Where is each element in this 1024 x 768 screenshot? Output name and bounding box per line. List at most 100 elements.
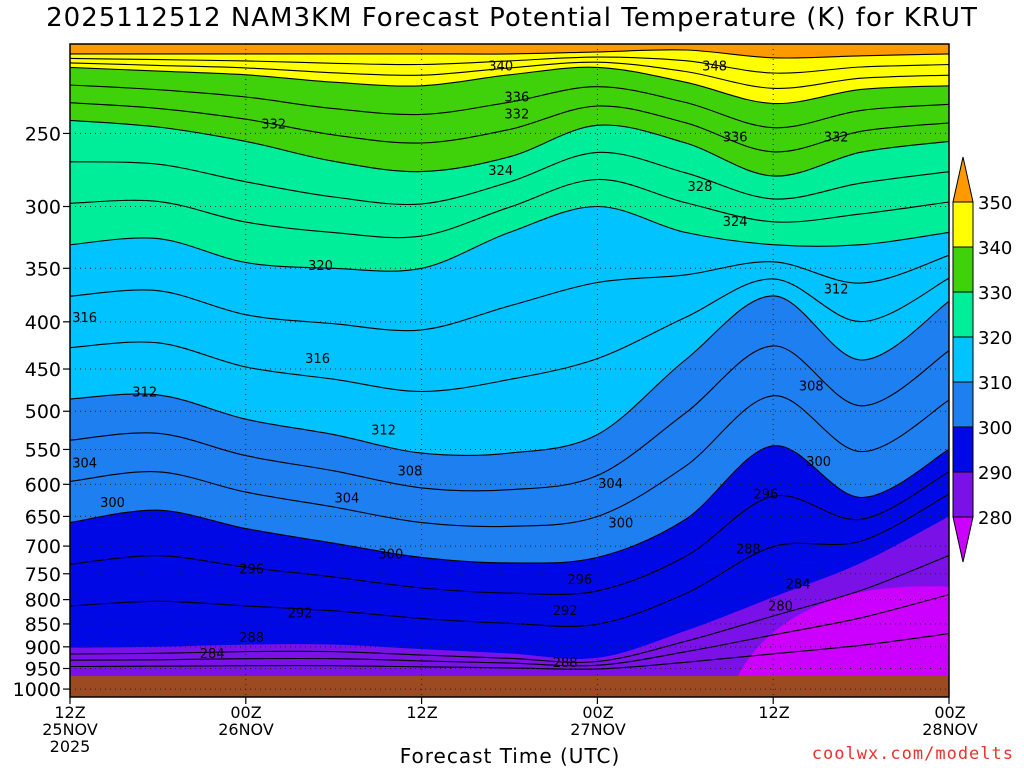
contour-label: 308 bbox=[799, 380, 824, 395]
contour-label: 296 bbox=[753, 488, 778, 503]
contour-line bbox=[70, 554, 949, 663]
contour-line bbox=[70, 178, 949, 239]
y-tick-label: 750 bbox=[25, 564, 61, 586]
contour-labels: 340 348 336 332 332 336 332 324 328 324 320 312 316 3… bbox=[72, 59, 849, 671]
contour-lines bbox=[70, 49, 949, 670]
y-tick-label: 600 bbox=[25, 474, 61, 496]
colorbar-swatch bbox=[952, 246, 974, 293]
contour-line bbox=[70, 84, 949, 129]
contour-line bbox=[70, 633, 949, 670]
contour-line bbox=[70, 102, 949, 153]
colorbar-swatch bbox=[952, 336, 974, 383]
contour-label: 316 bbox=[72, 311, 97, 326]
contour-label: 324 bbox=[488, 164, 513, 179]
contour-line bbox=[70, 119, 949, 177]
colorbar-label: 280 bbox=[978, 508, 1012, 529]
contour-line bbox=[70, 56, 949, 74]
colorbar-label: 330 bbox=[978, 283, 1012, 304]
x-tick-line2: 25NOV bbox=[42, 720, 98, 739]
contour-label: 304 bbox=[598, 477, 623, 492]
colorbar-swatch bbox=[952, 471, 974, 518]
contour-line bbox=[70, 395, 949, 528]
y-tick-label: 500 bbox=[25, 401, 61, 423]
contour-line bbox=[70, 345, 949, 492]
x-tick-line2: 28NOV bbox=[922, 720, 978, 739]
contour-label: 284 bbox=[200, 647, 225, 662]
contour-label: 320 bbox=[308, 259, 333, 274]
contour-line bbox=[70, 254, 949, 332]
x-tick-label-0: 12Z 25NOV 2025 bbox=[25, 704, 115, 755]
colorbar-swatch bbox=[952, 381, 974, 428]
contour-label: 348 bbox=[702, 59, 727, 74]
x-axis-title: Forecast Time (UTC) bbox=[399, 744, 621, 768]
colorbar-label: 310 bbox=[978, 373, 1012, 394]
x-tick-label-2: 12Z bbox=[377, 704, 467, 721]
contour-label: 300 bbox=[806, 455, 831, 470]
contour-line bbox=[70, 594, 949, 667]
contour-line bbox=[70, 277, 949, 393]
x-tick-line2: 26NOV bbox=[218, 720, 274, 739]
x-tick-line1: 00Z bbox=[934, 703, 966, 722]
contour-label: 312 bbox=[371, 423, 396, 438]
x-tick-line2: 27NOV bbox=[570, 720, 626, 739]
contour-label: 308 bbox=[397, 465, 422, 480]
contour-label: 332 bbox=[504, 108, 529, 123]
contour-line bbox=[70, 295, 949, 456]
contour-line bbox=[70, 205, 949, 272]
y-tick-label: 900 bbox=[25, 637, 61, 659]
contour-line bbox=[70, 49, 949, 59]
contour-label: 324 bbox=[723, 215, 748, 230]
colorbar-label: 320 bbox=[978, 328, 1012, 349]
contour-label: 304 bbox=[334, 491, 359, 506]
contour-label: 312 bbox=[824, 282, 849, 297]
chart-title: 2025112512 NAM3KM Forecast Potential Tem… bbox=[46, 3, 978, 33]
colorbar-label: 290 bbox=[978, 463, 1012, 484]
colorbar-swatch bbox=[952, 291, 974, 338]
colorbar-swatch bbox=[952, 426, 974, 473]
y-tick-label: 850 bbox=[25, 614, 61, 636]
contour-label: 304 bbox=[72, 456, 97, 471]
x-tick-line1: 12Z bbox=[758, 703, 790, 722]
colorbar-top-triangle bbox=[952, 156, 974, 203]
y-tick-label: 550 bbox=[25, 439, 61, 461]
ground-terrain bbox=[70, 676, 949, 697]
band-below-280 bbox=[729, 586, 949, 697]
contour-line bbox=[70, 66, 949, 105]
contour-label: 328 bbox=[688, 180, 713, 195]
y-tick-label: 650 bbox=[25, 506, 61, 528]
plot-frame bbox=[69, 43, 950, 698]
contour-label: 288 bbox=[736, 542, 761, 557]
contour-line bbox=[70, 471, 949, 596]
colorbar-label: 350 bbox=[978, 193, 1012, 214]
colorbar-bottom-triangle bbox=[952, 516, 974, 563]
contour-label: 296 bbox=[239, 562, 264, 577]
contour-label: 332 bbox=[261, 118, 286, 133]
contour-label: 292 bbox=[288, 606, 313, 621]
contour-label: 284 bbox=[786, 577, 811, 592]
y-tick-label: 450 bbox=[25, 359, 61, 381]
contour-label: 332 bbox=[824, 131, 849, 146]
plot-area: 340 348 336 332 332 336 332 324 328 324 320 312 316 3… bbox=[70, 44, 949, 697]
x-tick-line1: 12Z bbox=[406, 703, 438, 722]
x-tick-label-4: 12Z bbox=[729, 704, 819, 721]
contour-label: 300 bbox=[100, 496, 125, 511]
y-tick-label: 250 bbox=[25, 123, 61, 145]
contour-label: 296 bbox=[567, 573, 592, 588]
x-tick-line3: 2025 bbox=[49, 737, 91, 756]
x-tick-label-1: 00Z 26NOV bbox=[201, 704, 291, 738]
y-tick-label: 350 bbox=[25, 258, 61, 280]
contour-label: 280 bbox=[768, 600, 793, 615]
contour-label: 312 bbox=[132, 386, 157, 401]
y-tick-label: 400 bbox=[25, 312, 61, 334]
contour-label: 336 bbox=[723, 131, 748, 146]
y-axis: 2503003504004505005506006507007508008509… bbox=[13, 123, 70, 701]
credit-text[interactable]: coolwx.com/modelts bbox=[811, 744, 1014, 764]
contour-label: 300 bbox=[378, 547, 403, 562]
contour-label: 316 bbox=[305, 352, 330, 367]
x-tick-label-3: 00Z 27NOV bbox=[553, 704, 643, 738]
x-tick-line1: 12Z bbox=[54, 703, 86, 722]
x-tick-line1: 00Z bbox=[582, 703, 614, 722]
contour-line bbox=[70, 493, 949, 628]
contour-line bbox=[70, 445, 949, 564]
